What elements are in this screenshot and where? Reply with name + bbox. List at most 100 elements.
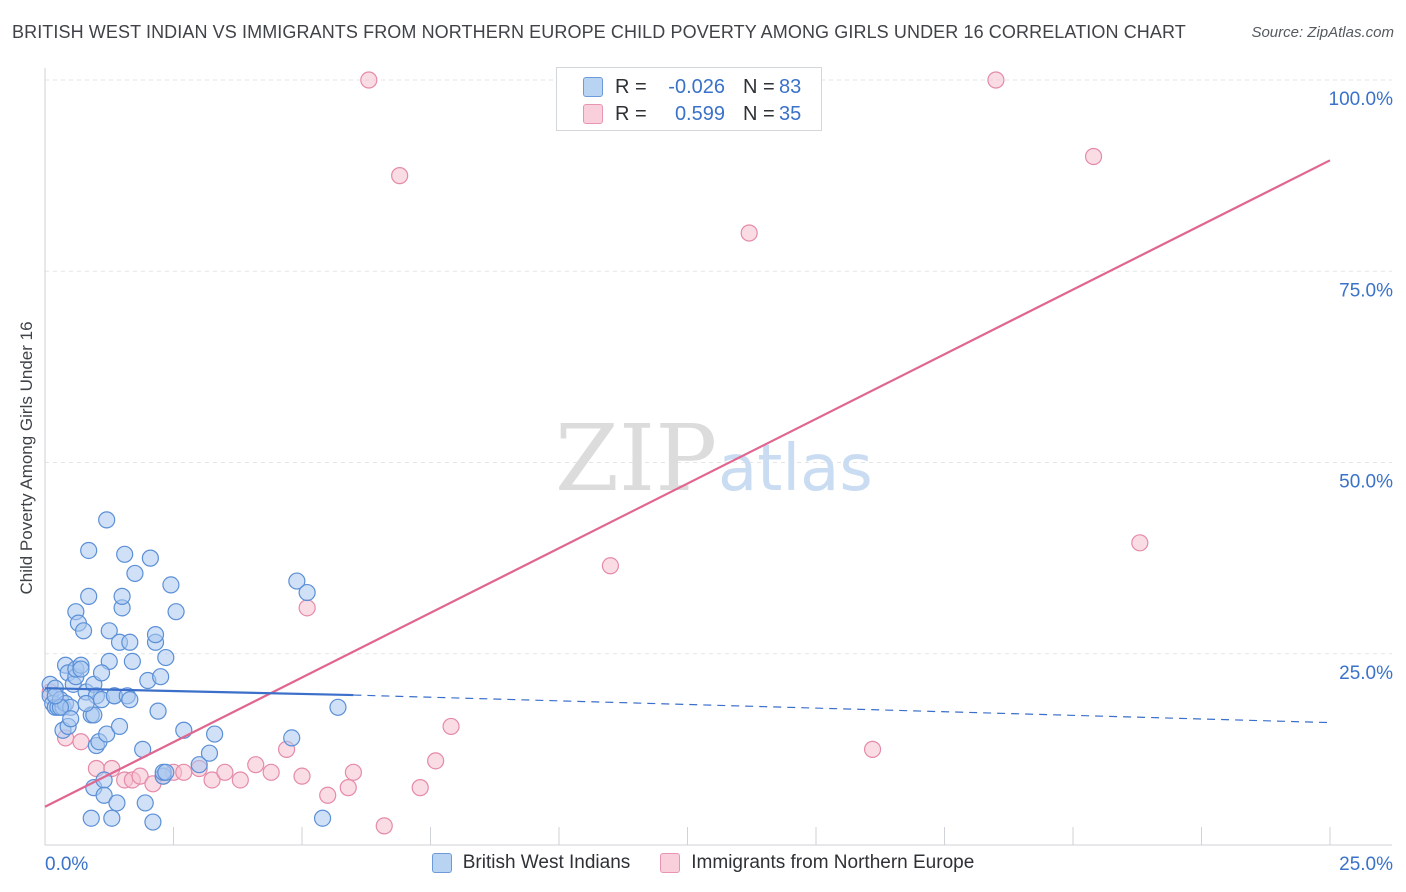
data-point [319, 786, 337, 804]
data-point [360, 71, 378, 89]
data-point [863, 740, 882, 758]
data-point [231, 771, 249, 789]
data-point [121, 691, 139, 709]
data-point [80, 541, 98, 560]
watermark: ZIP atlas [555, 405, 873, 512]
blue-points [41, 511, 347, 831]
trend-line-immigrants [44, 159, 1331, 808]
legend-r-label: R = [615, 102, 647, 125]
data-point [442, 717, 460, 736]
data-point [313, 809, 332, 827]
legend-swatch-pink [583, 104, 603, 124]
data-point [601, 557, 620, 575]
data-point [136, 794, 154, 812]
data-point [288, 572, 306, 590]
data-point [427, 752, 445, 770]
data-point [162, 576, 180, 594]
y-tick-label: 100.0% [1329, 89, 1394, 110]
legend-swatch-blue [583, 77, 603, 97]
data-point [80, 587, 98, 605]
data-point [77, 694, 95, 713]
data-point [110, 717, 129, 736]
data-point [116, 545, 134, 563]
data-point [100, 622, 118, 640]
data-point [203, 771, 221, 789]
chart-title: BRITISH WEST INDIAN VS IMMIGRANTS FROM N… [12, 22, 1186, 42]
legend-row-pink: R = 0.599 N = 35 [583, 101, 801, 127]
data-point [141, 549, 159, 567]
watermark-zip: ZIP [555, 405, 717, 512]
x-tick-label: 25.0% [1339, 854, 1393, 875]
data-point [167, 603, 185, 621]
data-point [1084, 147, 1103, 166]
tick-labels: 25.0% 50.0% 75.0% 100.0% 0.0% 25.0% [45, 89, 1393, 875]
watermark-atlas: atlas [718, 432, 873, 506]
data-point [46, 687, 64, 705]
source-credit: Source: ZipAtlas.com [1251, 24, 1394, 41]
data-point [987, 71, 1005, 89]
data-point [98, 511, 116, 529]
legend-item-immigrants-northern-europe[interactable]: Immigrants from Northern Europe [660, 852, 974, 874]
legend-r-label: R = [615, 75, 647, 98]
legend-label: British West Indians [462, 852, 631, 873]
data-point [152, 668, 170, 686]
y-tick-label: 50.0% [1339, 472, 1393, 493]
legend-r-value: -0.026 [668, 75, 725, 98]
data-point [92, 664, 111, 682]
data-point [72, 733, 90, 751]
axes [44, 68, 1392, 846]
data-point [126, 564, 144, 583]
gridlines [45, 79, 1392, 655]
data-point [157, 763, 175, 781]
data-point [344, 763, 362, 781]
data-point [74, 622, 93, 640]
data-point [62, 710, 80, 728]
legend-item-british-west-indians[interactable]: British West Indians [431, 852, 631, 874]
data-point [108, 794, 126, 812]
data-point [740, 224, 758, 242]
data-point [411, 779, 429, 797]
data-point [262, 763, 280, 781]
data-point [131, 767, 149, 785]
data-point [206, 725, 224, 743]
data-point [175, 763, 193, 781]
data-point [121, 633, 139, 651]
data-point [98, 725, 116, 743]
data-point [113, 587, 131, 605]
data-point [391, 167, 409, 185]
data-point [1131, 534, 1149, 552]
data-point [190, 756, 208, 774]
data-point [247, 756, 265, 774]
trend-line-british-west-indians [44, 687, 354, 697]
data-point [283, 729, 301, 747]
data-point [95, 786, 113, 804]
legend-swatch-pink [660, 853, 681, 873]
data-point [144, 813, 162, 831]
legend-label: Immigrants from Northern Europe [691, 852, 975, 873]
legend-n-value: 83 [779, 75, 802, 98]
data-point [146, 626, 165, 644]
data-point [339, 779, 357, 797]
legend-swatch-blue [431, 853, 452, 873]
stats-legend: R = -0.026 N = 83 R = 0.599 N = 35 [556, 67, 822, 131]
data-point [298, 599, 316, 617]
legend-n-label: N = [743, 75, 775, 98]
x-tick-label: 0.0% [45, 854, 88, 875]
legend-n-label: N = [743, 102, 775, 125]
legend-r-value: 0.599 [674, 102, 725, 125]
data-point [216, 763, 234, 781]
data-point [200, 744, 219, 762]
data-point [82, 809, 100, 827]
data-point [298, 583, 316, 602]
data-point [293, 767, 311, 785]
data-point [103, 809, 121, 827]
data-point [329, 698, 347, 716]
trend-line-british-west-indians-extension [353, 694, 1331, 724]
data-point [72, 660, 90, 678]
data-point [123, 652, 141, 671]
series-legend: British West Indians Immigrants from Nor… [0, 852, 1406, 874]
y-tick-label: 75.0% [1339, 280, 1393, 301]
legend-row-blue: R = -0.026 N = 83 [583, 74, 801, 100]
data-point [149, 702, 167, 720]
